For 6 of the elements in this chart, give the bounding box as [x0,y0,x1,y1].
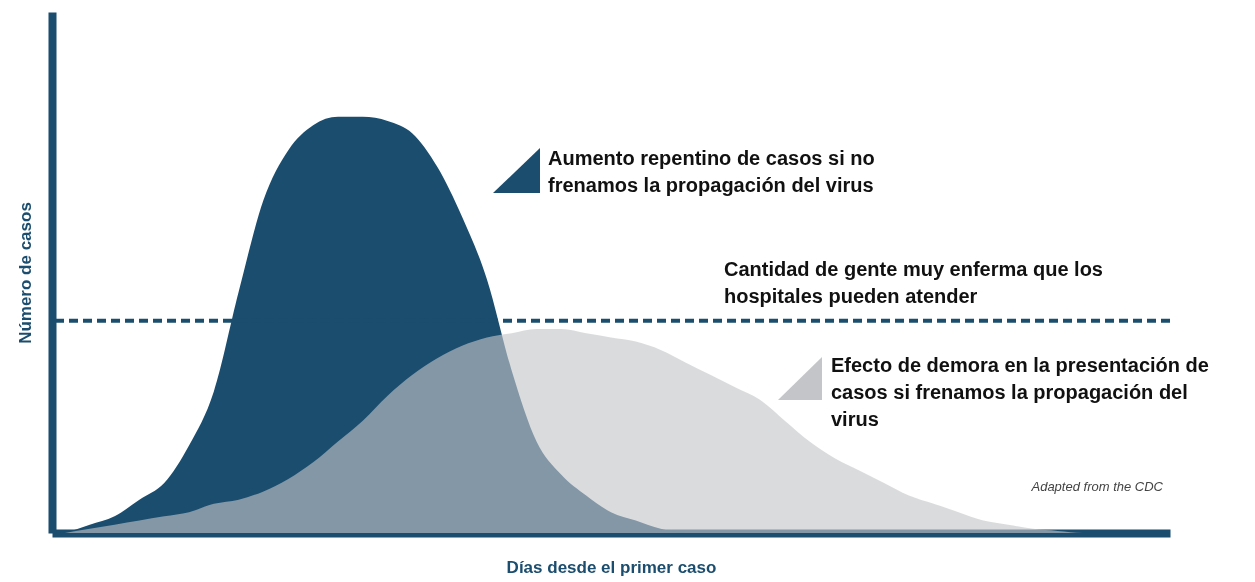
x-axis-title: Días desde el primer caso [506,557,717,577]
annotation: Adapted from the CDC [1030,479,1163,494]
y-axis-title: Número de casos [15,202,35,344]
annotation: Aumento repentino de casos si no frenamos la propagación del virus [548,146,876,198]
annotation: Efecto de demora en la presentación de casos si frenamos la propagación del virus [831,353,1210,432]
ref-line-label: Cantidad de gente muy enferma que los hospitales pueden atender [724,257,1104,309]
